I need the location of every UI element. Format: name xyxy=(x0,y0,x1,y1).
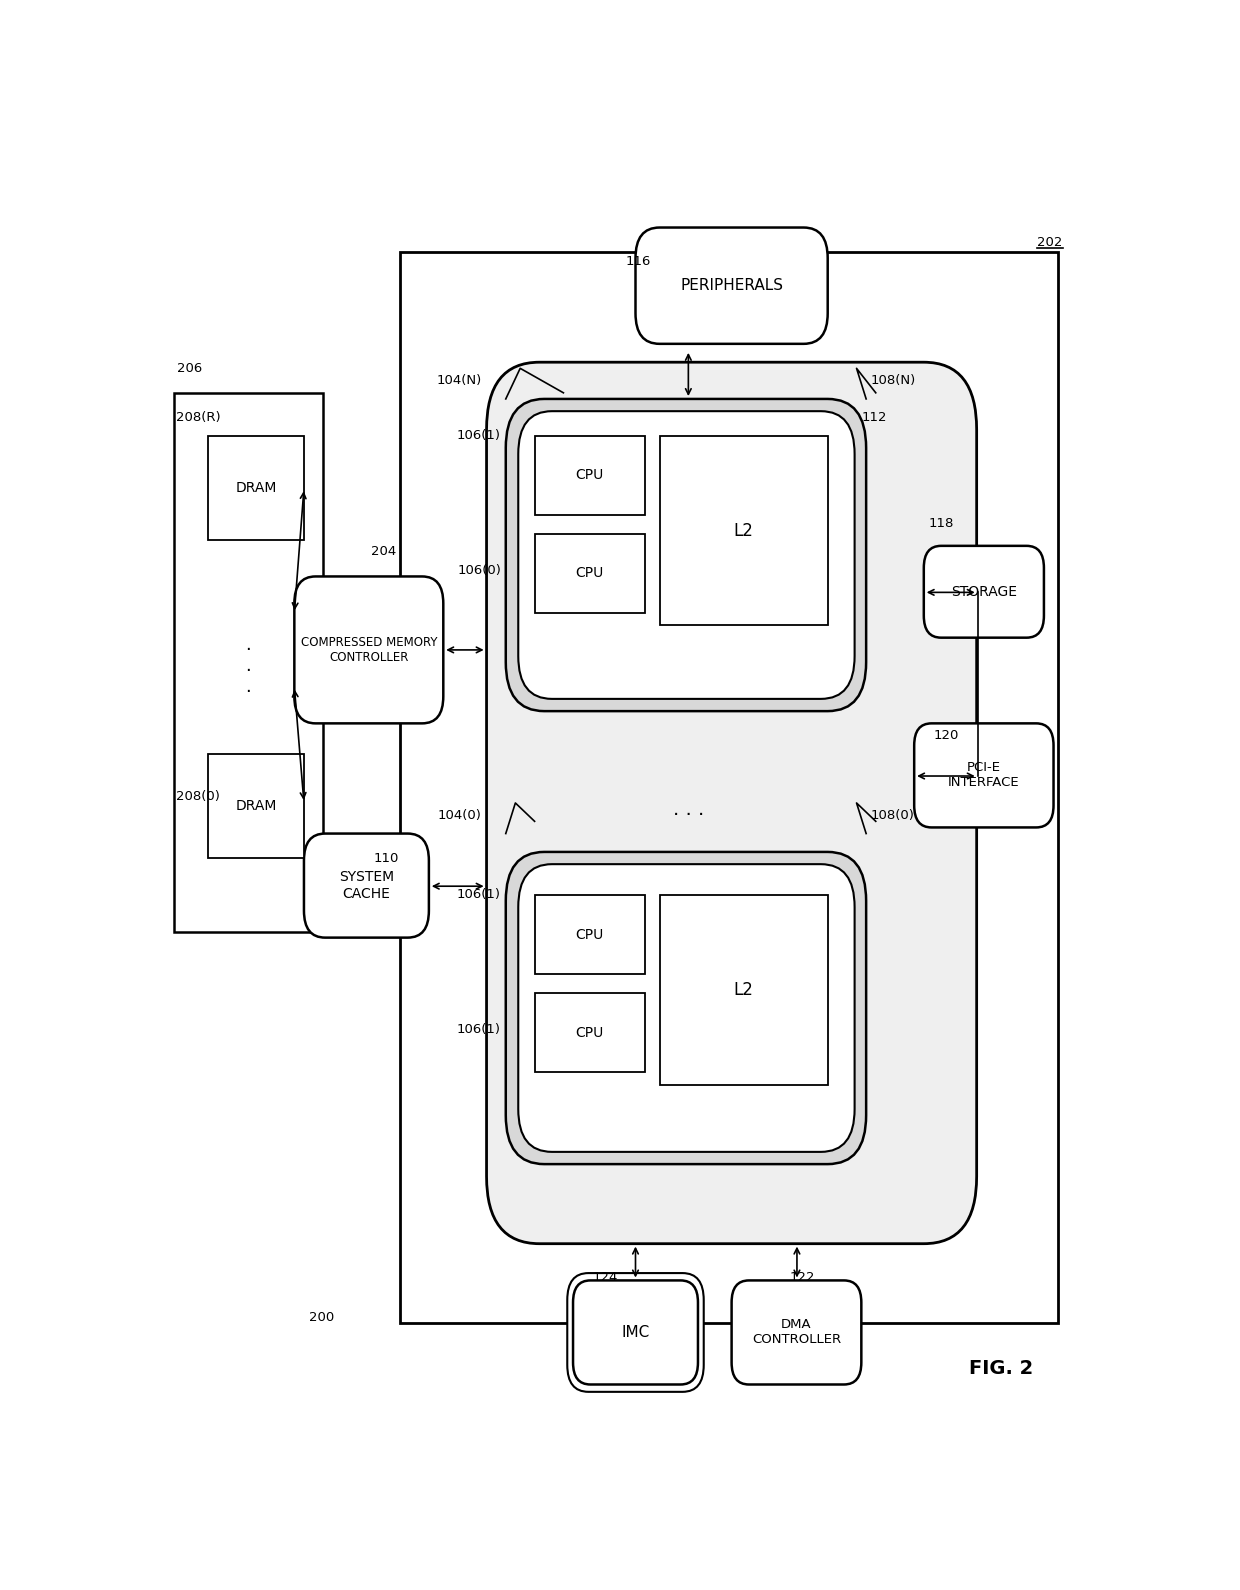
Text: CPU: CPU xyxy=(575,469,604,482)
FancyBboxPatch shape xyxy=(294,577,444,723)
Text: 106(1): 106(1) xyxy=(458,1022,501,1037)
Text: DRAM: DRAM xyxy=(236,800,277,812)
FancyBboxPatch shape xyxy=(732,1280,862,1385)
Text: 122: 122 xyxy=(789,1272,815,1285)
Text: COMPRESSED MEMORY
CONTROLLER: COMPRESSED MEMORY CONTROLLER xyxy=(300,636,436,665)
Bar xyxy=(208,754,304,859)
Bar xyxy=(534,992,645,1072)
Text: PCI-E
INTERFACE: PCI-E INTERFACE xyxy=(949,762,1019,789)
Text: FIG. 2: FIG. 2 xyxy=(968,1359,1033,1379)
Text: CPU: CPU xyxy=(575,1026,604,1040)
FancyBboxPatch shape xyxy=(304,833,429,938)
Text: L2: L2 xyxy=(734,522,754,539)
Text: 106(0): 106(0) xyxy=(458,564,501,577)
Bar xyxy=(534,534,645,614)
FancyBboxPatch shape xyxy=(914,723,1054,827)
FancyBboxPatch shape xyxy=(567,1274,704,1391)
Text: 208(0): 208(0) xyxy=(176,790,219,803)
Bar xyxy=(660,895,828,1084)
FancyBboxPatch shape xyxy=(924,545,1044,638)
Text: PERIPHERALS: PERIPHERALS xyxy=(680,278,784,293)
Text: 106(1): 106(1) xyxy=(458,889,501,902)
Bar xyxy=(174,393,324,932)
FancyBboxPatch shape xyxy=(518,865,854,1151)
Bar xyxy=(401,251,1059,1323)
Text: L2: L2 xyxy=(734,981,754,999)
Text: 116: 116 xyxy=(626,256,651,269)
Text: DRAM: DRAM xyxy=(236,480,277,494)
Text: 104(N): 104(N) xyxy=(436,374,481,386)
Text: STORAGE: STORAGE xyxy=(951,585,1017,599)
Text: . . .: . . . xyxy=(673,800,704,819)
Text: 202: 202 xyxy=(1037,235,1063,248)
FancyBboxPatch shape xyxy=(506,852,866,1164)
Text: 108(N): 108(N) xyxy=(870,374,916,386)
Text: 110: 110 xyxy=(373,852,398,865)
Text: SYSTEM
CACHE: SYSTEM CACHE xyxy=(339,870,394,900)
FancyBboxPatch shape xyxy=(486,363,977,1243)
Text: CPU: CPU xyxy=(575,566,604,580)
Text: 118: 118 xyxy=(929,517,954,531)
FancyBboxPatch shape xyxy=(635,227,828,343)
Text: DMA
CONTROLLER: DMA CONTROLLER xyxy=(751,1318,841,1347)
Text: 106(1): 106(1) xyxy=(458,429,501,442)
Text: 208(R): 208(R) xyxy=(176,410,221,425)
Text: 112: 112 xyxy=(862,410,887,425)
FancyBboxPatch shape xyxy=(573,1280,698,1385)
Bar xyxy=(660,436,828,625)
Text: 206: 206 xyxy=(177,363,202,375)
Bar xyxy=(534,436,645,515)
Text: IMC: IMC xyxy=(621,1324,650,1340)
Bar xyxy=(208,436,304,539)
Text: 108(0): 108(0) xyxy=(870,809,915,822)
Text: 200: 200 xyxy=(309,1310,334,1323)
Bar xyxy=(534,895,645,975)
FancyBboxPatch shape xyxy=(506,399,866,711)
Text: 204: 204 xyxy=(371,545,397,558)
Text: CPU: CPU xyxy=(575,927,604,941)
Text: 104(0): 104(0) xyxy=(438,809,481,822)
Text: 120: 120 xyxy=(934,730,959,743)
Text: ·
·
·: · · · xyxy=(246,641,250,701)
FancyBboxPatch shape xyxy=(518,412,854,700)
Text: 124: 124 xyxy=(593,1272,618,1285)
